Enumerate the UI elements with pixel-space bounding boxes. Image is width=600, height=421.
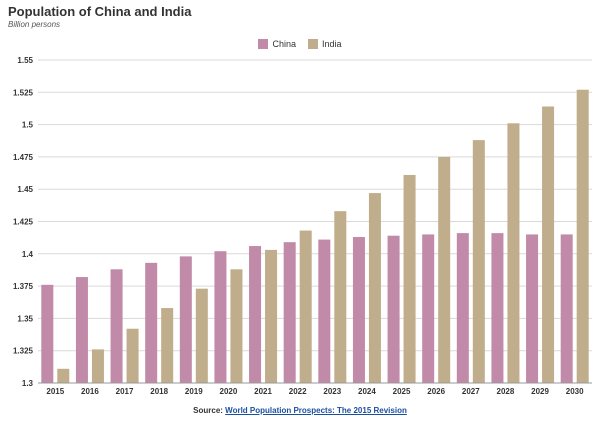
bar-china-2024[interactable] <box>352 237 365 383</box>
y-tick-label: 1.375 <box>13 282 34 291</box>
bar-india-2021[interactable] <box>265 249 278 383</box>
x-tick-label: 2016 <box>81 387 99 396</box>
y-tick-label: 1.4 <box>22 250 34 259</box>
y-tick-label: 1.55 <box>17 56 33 65</box>
x-tick-label: 2028 <box>497 387 515 396</box>
x-tick-label: 2018 <box>150 387 168 396</box>
bar-india-2020[interactable] <box>230 269 243 383</box>
bar-india-2016[interactable] <box>91 349 104 383</box>
bar-china-2029[interactable] <box>526 234 539 383</box>
x-tick-label: 2019 <box>185 387 203 396</box>
x-tick-label: 2030 <box>566 387 584 396</box>
y-tick-label: 1.525 <box>13 88 34 97</box>
bar-india-2023[interactable] <box>334 211 347 383</box>
x-tick-label: 2020 <box>220 387 238 396</box>
bar-india-2022[interactable] <box>299 230 312 383</box>
bar-india-2019[interactable] <box>195 288 208 383</box>
legend-item-india[interactable]: India <box>307 39 342 49</box>
source-note: Source: World Population Prospects: The … <box>0 406 600 415</box>
bar-china-2021[interactable] <box>249 246 262 383</box>
source-prefix: Source: <box>193 406 226 415</box>
chart-title: Population of China and India <box>8 4 192 19</box>
bar-china-2027[interactable] <box>456 233 469 383</box>
bar-china-2028[interactable] <box>491 233 504 383</box>
x-tick-label: 2022 <box>289 387 307 396</box>
bar-china-2022[interactable] <box>283 242 296 383</box>
bar-china-2020[interactable] <box>214 251 227 383</box>
bar-india-2029[interactable] <box>542 106 555 384</box>
legend-swatch-india <box>307 39 318 49</box>
legend-label-china: China <box>272 39 296 49</box>
y-tick-label: 1.475 <box>13 153 34 162</box>
y-tick-label: 1.45 <box>17 185 33 194</box>
bar-india-2017[interactable] <box>126 328 139 383</box>
y-tick-label: 1.35 <box>17 314 33 323</box>
x-tick-label: 2024 <box>358 387 376 396</box>
bar-china-2015[interactable] <box>41 284 54 383</box>
bar-china-2030[interactable] <box>560 234 573 383</box>
y-tick-label: 1.425 <box>13 218 34 227</box>
bar-china-2023[interactable] <box>318 239 331 383</box>
legend: China India <box>0 39 600 49</box>
bar-india-2027[interactable] <box>472 140 485 383</box>
bar-china-2026[interactable] <box>422 234 435 383</box>
bar-india-2018[interactable] <box>161 308 174 383</box>
y-tick-label: 1.5 <box>22 121 34 130</box>
bar-india-2015[interactable] <box>57 368 70 383</box>
chart-subtitle: Billion persons <box>8 20 61 29</box>
y-tick-label: 1.3 <box>22 379 34 388</box>
bar-china-2025[interactable] <box>387 235 400 383</box>
x-tick-label: 2027 <box>462 387 480 396</box>
y-tick-label: 1.325 <box>13 347 34 356</box>
x-tick-label: 2015 <box>46 387 64 396</box>
bar-india-2025[interactable] <box>403 174 416 383</box>
bar-china-2019[interactable] <box>179 256 192 383</box>
x-tick-label: 2029 <box>531 387 549 396</box>
source-link[interactable]: World Population Prospects: The 2015 Rev… <box>225 406 407 415</box>
x-tick-label: 2026 <box>427 387 445 396</box>
x-tick-label: 2025 <box>393 387 411 396</box>
bar-china-2017[interactable] <box>110 269 123 383</box>
x-tick-label: 2017 <box>116 387 134 396</box>
bar-china-2016[interactable] <box>75 277 88 383</box>
x-tick-label: 2023 <box>323 387 341 396</box>
legend-swatch-china <box>258 39 269 49</box>
bar-india-2028[interactable] <box>507 123 520 384</box>
bar-india-2024[interactable] <box>368 193 381 383</box>
x-tick-label: 2021 <box>254 387 272 396</box>
bar-india-2026[interactable] <box>438 156 451 383</box>
legend-label-india: India <box>321 39 342 49</box>
bar-china-2018[interactable] <box>145 262 158 383</box>
legend-item-china[interactable]: China <box>258 39 296 49</box>
bar-india-2030[interactable] <box>576 89 589 383</box>
